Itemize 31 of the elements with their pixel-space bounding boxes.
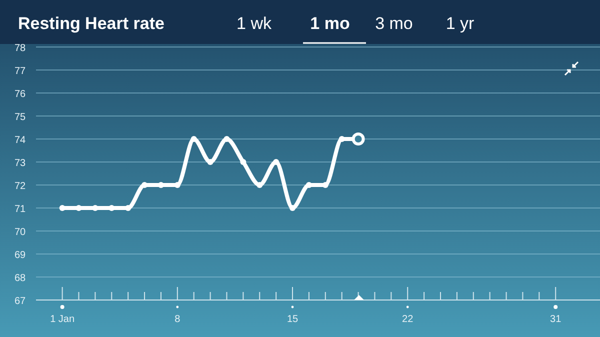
y-tick-label: 69 — [14, 250, 26, 261]
x-tick-label: 8 — [174, 314, 181, 325]
y-tick-label: 77 — [14, 66, 26, 77]
point — [306, 182, 312, 188]
y-tick-label: 78 — [14, 43, 26, 54]
y-tick-label: 73 — [14, 158, 26, 169]
point — [290, 205, 296, 211]
y-tick-label: 72 — [14, 181, 26, 192]
point — [256, 182, 263, 188]
x-tick-label: 22 — [402, 314, 414, 325]
x-tick-label: 1 Jan — [50, 314, 75, 325]
y-tick-label: 76 — [14, 89, 26, 100]
y-tick-label: 74 — [14, 135, 26, 146]
text: 1 mo — [310, 14, 350, 33]
text: 1 yr — [446, 14, 475, 33]
point — [224, 136, 230, 142]
y-tick-label: 68 — [14, 273, 26, 284]
chart-title: Resting Heart rate — [18, 14, 164, 33]
point — [125, 205, 132, 211]
x-tick-label: 15 — [286, 314, 299, 325]
text: 1 wk — [236, 14, 272, 33]
x-tick-label: 31 — [550, 314, 562, 325]
y-tick-label: 70 — [14, 227, 26, 238]
point — [207, 159, 214, 165]
y-tick-label: 75 — [14, 112, 26, 123]
point — [190, 136, 197, 142]
text: 3 mo — [375, 14, 413, 33]
point — [240, 159, 246, 165]
y-tick-label: 67 — [14, 296, 26, 307]
y-tick-label: 71 — [14, 204, 26, 215]
point — [273, 159, 280, 165]
